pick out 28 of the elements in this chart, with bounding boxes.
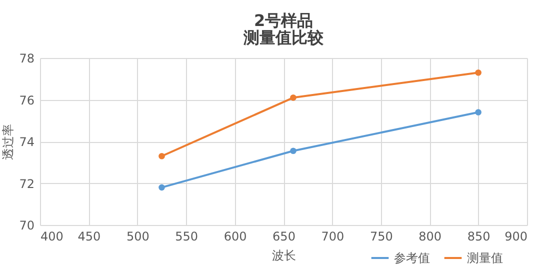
y-axis-title: 透过率 bbox=[1, 124, 16, 160]
x-tick-label: 400 bbox=[40, 230, 64, 244]
x-axis-title: 波长 bbox=[272, 248, 296, 262]
x-tick-label: 900 bbox=[504, 230, 528, 244]
point bbox=[290, 148, 296, 154]
y-tick-label: 72 bbox=[19, 176, 34, 191]
x-tick-label: 850 bbox=[467, 230, 490, 244]
x-tick-label: 500 bbox=[126, 230, 150, 244]
x-tick-label: 550 bbox=[175, 230, 198, 244]
y-tick-label: 78 bbox=[19, 52, 34, 66]
y-tick-label: 74 bbox=[19, 135, 34, 149]
x-tick-label: 600 bbox=[224, 230, 247, 244]
x-tick-label: 800 bbox=[418, 230, 442, 244]
x-tick-label: 700 bbox=[321, 230, 344, 244]
legend-label: 测量值 bbox=[467, 251, 503, 265]
point bbox=[158, 152, 165, 160]
chart-title: 2号样品 bbox=[254, 11, 314, 30]
y-tick-label: 70 bbox=[19, 218, 34, 232]
chart-subtitle: 测量值比较 bbox=[242, 28, 324, 47]
point bbox=[158, 184, 165, 191]
point bbox=[475, 69, 482, 76]
x-tick-label: 750 bbox=[370, 230, 393, 244]
x-tick-label: 650 bbox=[272, 230, 296, 244]
point bbox=[290, 94, 296, 101]
legend-label: 参考值 bbox=[394, 251, 430, 265]
point bbox=[475, 109, 482, 116]
x-tick-label: 450 bbox=[78, 230, 101, 244]
y-tick-label: 76 bbox=[19, 93, 34, 108]
